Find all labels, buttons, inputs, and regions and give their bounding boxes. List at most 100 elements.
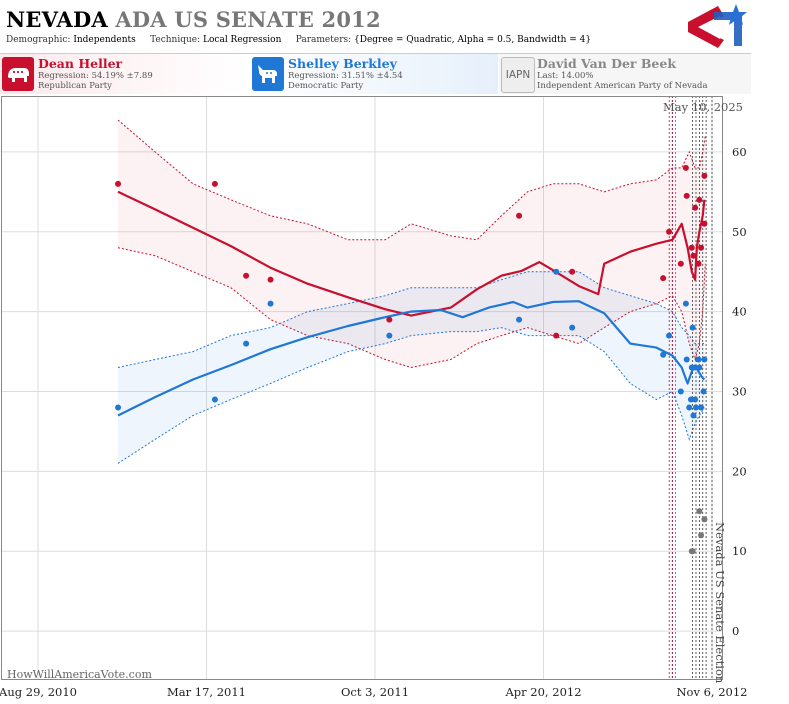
poll-point[interactable]	[701, 356, 708, 363]
poll-point[interactable]	[700, 388, 707, 395]
confidence-bands	[117, 119, 706, 464]
y-tick-label: 50	[732, 225, 747, 239]
poll-point[interactable]	[516, 316, 523, 323]
election-label: Nevada US Senate Election	[713, 522, 727, 684]
poll-point[interactable]	[677, 388, 684, 395]
poll-point[interactable]	[115, 180, 122, 187]
x-tick-label: Aug 29, 2010	[0, 685, 77, 699]
confidence-band	[118, 271, 705, 464]
poll-point[interactable]	[698, 532, 705, 539]
poll-point[interactable]	[690, 412, 697, 419]
poll-point[interactable]	[692, 396, 699, 403]
poll-point[interactable]	[682, 300, 689, 307]
poll-point[interactable]	[701, 516, 708, 523]
elephant-icon	[2, 57, 34, 91]
poll-point[interactable]	[692, 404, 699, 411]
demographic-value: Independents	[73, 35, 136, 45]
poll-point[interactable]	[701, 220, 708, 227]
poll-point[interactable]	[689, 324, 696, 331]
poll-point[interactable]	[660, 275, 667, 282]
y-tick-label: 60	[732, 145, 747, 159]
y-tick-label: 0	[732, 624, 739, 638]
poll-point[interactable]	[660, 351, 667, 358]
technique-label: Technique:	[150, 35, 201, 45]
poll-point[interactable]	[386, 316, 393, 323]
title-state: NEVADA	[6, 7, 108, 32]
poll-point[interactable]	[698, 404, 705, 411]
poll-point[interactable]	[677, 260, 684, 267]
regression-lines	[117, 190, 706, 417]
poll-point[interactable]	[211, 180, 218, 187]
parameters-value: {Degree = Quadratic, Alpha = 0.5, Bandwi…	[354, 35, 592, 45]
poll-point[interactable]	[569, 268, 576, 275]
candidate-party: Democratic Party	[288, 81, 364, 91]
candidate-berkley[interactable]: Shelley Berkley Regression: 31.51% ±4.54…	[250, 54, 498, 94]
candidate-van-der-beek[interactable]: IAPN David Van Der Beek Last: 14.00% Ind…	[499, 54, 751, 94]
poll-chart: 0 10 20 30 40 50 60 Aug 29, 2010 Mar 17, 2011 Oct…	[0, 96, 748, 699]
data-points	[115, 164, 708, 555]
grid	[1, 96, 723, 679]
poll-point[interactable]	[696, 364, 703, 371]
poll-point[interactable]	[692, 364, 699, 371]
site-logo-icon[interactable]	[684, 2, 750, 50]
title-rest: ADA US SENATE 2012	[115, 7, 381, 32]
poll-point[interactable]	[553, 332, 560, 339]
donkey-icon	[252, 57, 284, 91]
y-tick-label: 10	[732, 544, 747, 558]
watermark: HowWillAmericaVote.com	[7, 668, 152, 681]
poll-point[interactable]	[698, 244, 705, 251]
poll-point[interactable]	[686, 404, 693, 411]
x-tick-label: Oct 3, 2011	[341, 685, 409, 699]
poll-point[interactable]	[267, 276, 274, 283]
candidate-name: David Van Der Beek	[537, 56, 676, 71]
x-tick-label: Nov 6, 2012	[676, 685, 747, 699]
party-abbrev: IAPN	[505, 69, 531, 81]
iapn-badge: IAPN	[501, 57, 535, 93]
poll-point[interactable]	[553, 268, 560, 275]
y-tick-label: 40	[732, 305, 747, 319]
candidate-legend: Dean Heller Regression: 54.19% ±7.89 Rep…	[0, 53, 751, 96]
regression-line	[117, 190, 706, 317]
demographic-label: Demographic:	[6, 35, 71, 45]
poll-point[interactable]	[701, 172, 708, 179]
poll-point[interactable]	[115, 404, 122, 411]
poll-point[interactable]	[695, 356, 702, 363]
poll-point[interactable]	[692, 204, 699, 211]
date-label: May 10, 2025	[663, 100, 743, 114]
candidate-party: Independent American Party of Nevada	[537, 81, 708, 91]
poll-point[interactable]	[267, 300, 274, 307]
poll-point[interactable]	[689, 548, 696, 555]
axes: 0 10 20 30 40 50 60 Aug 29, 2010 Mar 17, 2011 Oct…	[0, 96, 748, 699]
candidate-party: Republican Party	[38, 81, 112, 91]
candidate-name: Shelley Berkley	[288, 56, 397, 71]
poll-point[interactable]	[695, 260, 702, 267]
poll-point[interactable]	[683, 356, 690, 363]
regression-line	[117, 300, 706, 417]
poll-point[interactable]	[569, 324, 576, 331]
poll-point[interactable]	[243, 272, 250, 279]
x-tick-label: Mar 17, 2011	[167, 685, 246, 699]
vertical-markers	[668, 96, 713, 679]
poll-point[interactable]	[516, 212, 523, 219]
y-tick-label: 30	[732, 384, 747, 398]
poll-point[interactable]	[687, 396, 694, 403]
y-tick-label: 20	[732, 464, 747, 478]
poll-point[interactable]	[243, 340, 250, 347]
candidate-heller[interactable]: Dean Heller Regression: 54.19% ±7.89 Rep…	[0, 54, 249, 94]
candidate-stat: Last: 14.00%	[537, 71, 594, 81]
poll-point[interactable]	[666, 228, 673, 235]
parameters-label: Parameters:	[295, 35, 352, 45]
poll-point[interactable]	[211, 396, 218, 403]
poll-point[interactable]	[386, 332, 393, 339]
poll-point[interactable]	[696, 508, 703, 515]
technique-value: Local Regression	[203, 35, 282, 45]
parameters-line: Demographic: Independents Technique: Loc…	[6, 35, 591, 45]
poll-point[interactable]	[666, 332, 673, 339]
poll-point[interactable]	[688, 244, 695, 251]
page-title: NEVADA ADA US SENATE 2012	[6, 7, 381, 32]
poll-point[interactable]	[690, 252, 697, 259]
band-lower	[117, 247, 706, 369]
poll-point[interactable]	[682, 164, 689, 171]
poll-point[interactable]	[683, 192, 690, 199]
poll-point[interactable]	[696, 196, 703, 203]
